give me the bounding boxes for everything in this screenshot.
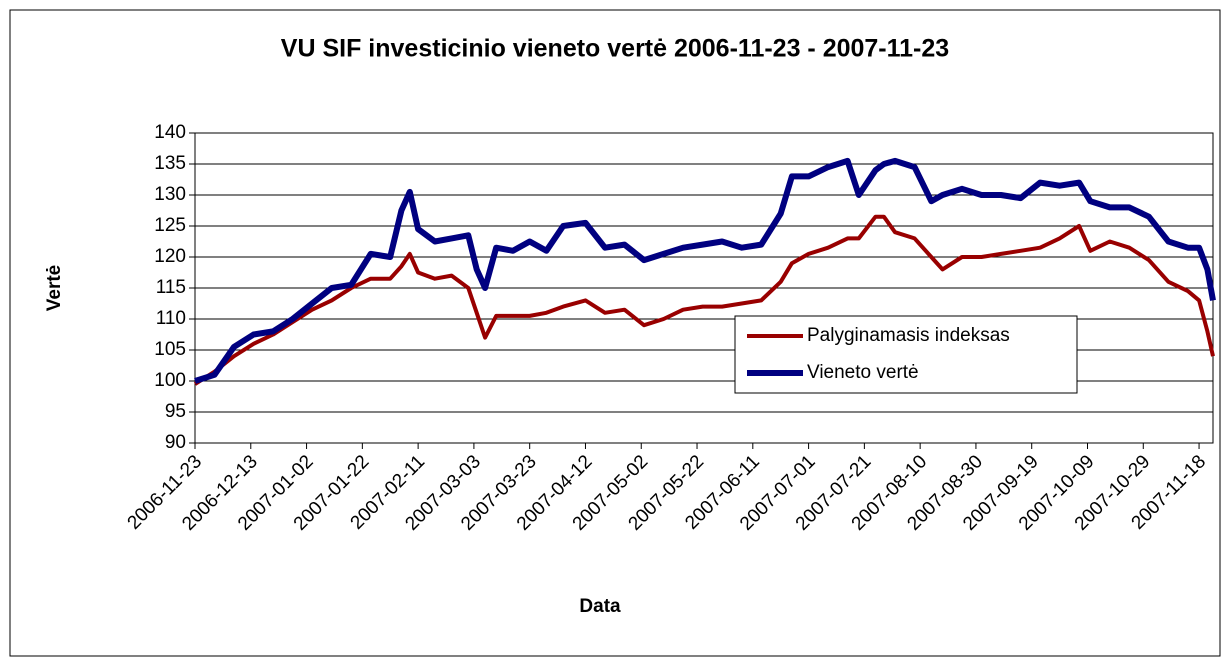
legend-label: Vieneto vertė [807, 362, 919, 383]
y-axis-title: Vertė [44, 265, 65, 311]
legend-box [734, 315, 1078, 394]
y-tick-label: 115 [156, 277, 186, 298]
y-tick-label: 125 [154, 215, 186, 236]
y-tick-label: 130 [154, 184, 186, 205]
series-line [193, 214, 1215, 386]
legend-label: Palyginamasis indeksas [807, 325, 1010, 346]
y-tick-label: 135 [154, 153, 186, 174]
y-tick-label: 140 [154, 122, 186, 143]
y-tick-label: 105 [154, 339, 186, 360]
x-axis-title: Data [579, 596, 621, 617]
y-tick-label: 95 [165, 401, 186, 422]
chart-title: VU SIF investicinio vieneto vertė 2006-1… [281, 35, 949, 63]
series-line [194, 157, 1216, 384]
y-tick-label: 100 [154, 370, 186, 391]
y-tick-label: 90 [165, 432, 186, 453]
y-tick-label: 110 [156, 308, 186, 329]
y-tick-label: 120 [154, 246, 186, 267]
